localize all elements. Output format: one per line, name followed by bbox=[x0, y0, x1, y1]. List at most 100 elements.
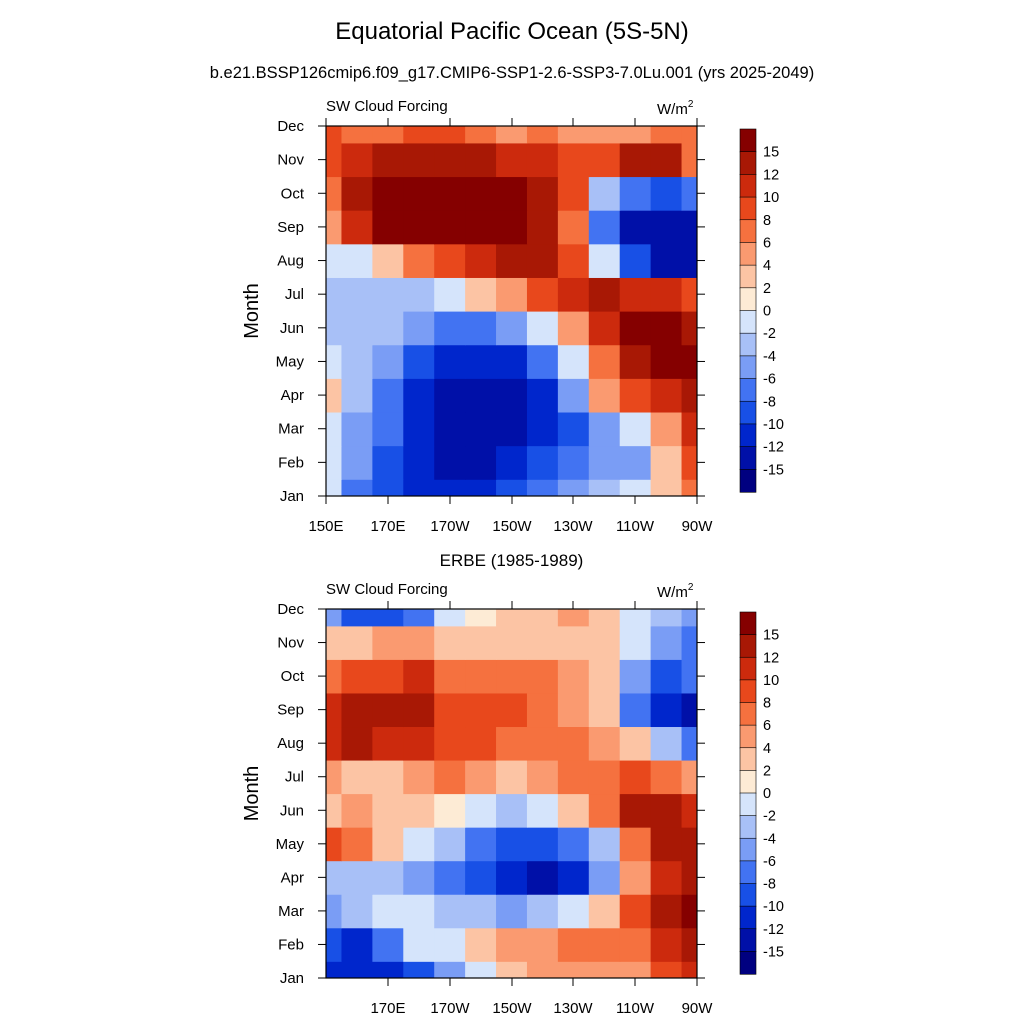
heatmap-cell bbox=[557, 378, 590, 413]
heatmap-cell bbox=[650, 961, 683, 978]
heatmap-cell bbox=[588, 860, 621, 895]
colorbar-label: -10 bbox=[763, 417, 784, 433]
heatmap-cell bbox=[650, 659, 683, 694]
heatmap-cell bbox=[526, 609, 559, 627]
heatmap-cell bbox=[434, 692, 466, 728]
heatmap-cell bbox=[619, 827, 652, 862]
panel-units-label: W/m2 bbox=[657, 99, 694, 118]
heatmap-cell bbox=[341, 625, 373, 660]
colorbar-swatch bbox=[739, 951, 757, 975]
heatmap-cell bbox=[526, 827, 559, 862]
heatmap-cell bbox=[588, 609, 621, 627]
heatmap-cell bbox=[681, 625, 697, 660]
panel-left-label: SW Cloud Forcing bbox=[326, 581, 448, 598]
colorbar-label: -10 bbox=[763, 899, 784, 915]
heatmap-cell bbox=[588, 277, 621, 312]
heatmap-cell bbox=[372, 344, 404, 379]
heatmap-cell bbox=[434, 142, 466, 178]
colorbar-label: 8 bbox=[763, 696, 771, 712]
heatmap-cell bbox=[403, 126, 435, 144]
heatmap-cell bbox=[557, 445, 590, 480]
colorbar: 15 12 10 8 6 4 2 0 -2 -4 -6 -8 -10 -12 -15 bbox=[739, 611, 784, 975]
heatmap-cell bbox=[341, 126, 373, 144]
colorbar-swatch bbox=[739, 446, 757, 470]
y-axis-label: Month bbox=[241, 766, 263, 822]
chart-subtitle: b.e21.BSSP126cmip6.f09_g17.CMIP6-SSP1-2.… bbox=[209, 64, 815, 82]
y-tick-label: Jan bbox=[280, 488, 304, 505]
heatmap-cell bbox=[372, 479, 404, 496]
heatmap-cell bbox=[650, 277, 683, 312]
heatmap-cell bbox=[681, 726, 697, 761]
y-tick-label: Nov bbox=[277, 152, 304, 169]
heatmap-cell bbox=[557, 726, 590, 761]
heatmap-cell bbox=[403, 479, 435, 496]
heatmap-cell bbox=[496, 176, 528, 211]
heatmap-cell bbox=[341, 726, 373, 761]
heatmap-cell bbox=[619, 894, 652, 929]
heatmap-cell bbox=[434, 411, 466, 447]
heatmap-cell bbox=[403, 344, 435, 379]
heatmap-cell bbox=[681, 311, 697, 346]
y-tick-label: Feb bbox=[278, 454, 304, 471]
heatmap-cell bbox=[681, 860, 697, 895]
x-tick-label: 150W bbox=[492, 1000, 532, 1017]
heatmap-cell bbox=[434, 927, 466, 962]
heatmap-cell bbox=[619, 210, 652, 245]
heatmap-cell bbox=[372, 692, 404, 728]
x-tick-label: 150E bbox=[308, 518, 343, 535]
heatmap-cell bbox=[557, 479, 590, 496]
colorbar-label: 12 bbox=[763, 650, 779, 666]
heatmap-cell bbox=[372, 759, 404, 795]
colorbar-label: -4 bbox=[763, 349, 776, 365]
heatmap-cell bbox=[403, 759, 435, 795]
heatmap-cell bbox=[619, 609, 652, 627]
heatmap-cell bbox=[681, 126, 697, 144]
heatmap-cell bbox=[496, 827, 528, 862]
heatmap-cell bbox=[681, 378, 697, 413]
heatmap-cell bbox=[526, 142, 559, 178]
heatmap-cell bbox=[372, 176, 404, 211]
heatmap-cell bbox=[326, 894, 343, 929]
panel-left-label: SW Cloud Forcing bbox=[326, 98, 448, 115]
heatmap-cell bbox=[341, 860, 373, 895]
heatmap-cell bbox=[465, 126, 497, 144]
heatmap-cell bbox=[681, 827, 697, 862]
heatmap-cell bbox=[496, 659, 528, 694]
colorbar-label: 15 bbox=[763, 145, 779, 161]
heatmap-cell bbox=[434, 126, 466, 144]
heatmap-cell bbox=[372, 411, 404, 447]
heatmap-cell bbox=[681, 659, 697, 694]
heatmap-cell bbox=[372, 625, 404, 660]
colorbar-label: 6 bbox=[763, 718, 771, 734]
heatmap-cell bbox=[681, 445, 697, 480]
heatmap-cell bbox=[526, 927, 559, 962]
heatmap-cell bbox=[588, 759, 621, 795]
colorbar-swatch bbox=[739, 355, 757, 380]
heatmap-cell bbox=[496, 277, 528, 312]
colorbar-swatch bbox=[739, 310, 757, 334]
heatmap-cell bbox=[465, 793, 497, 828]
heatmap-cell bbox=[434, 894, 466, 929]
heatmap-cell bbox=[496, 793, 528, 828]
heatmap-cell bbox=[326, 445, 343, 480]
heatmap-cell bbox=[326, 243, 343, 278]
colorbar-label: -8 bbox=[763, 877, 776, 893]
heatmap-cell bbox=[650, 894, 683, 929]
heatmap-cell bbox=[403, 793, 435, 828]
heatmap-cell bbox=[681, 243, 697, 278]
heatmap-cell bbox=[465, 176, 497, 211]
heatmap-cell bbox=[372, 961, 404, 978]
colorbar-swatch bbox=[739, 656, 757, 681]
heatmap-cell bbox=[326, 126, 343, 144]
heatmap-cell bbox=[650, 126, 683, 144]
heatmap-cell bbox=[557, 126, 590, 144]
heatmap-cell bbox=[465, 827, 497, 862]
heatmap-cell bbox=[526, 860, 559, 895]
heatmap-cell bbox=[496, 609, 528, 627]
heatmap-cell bbox=[619, 625, 652, 660]
colorbar-swatch bbox=[739, 469, 757, 493]
heatmap-cell bbox=[341, 692, 373, 728]
colorbar-label: 10 bbox=[763, 673, 779, 689]
heatmap-cell bbox=[341, 243, 373, 278]
heatmap-cell bbox=[619, 860, 652, 895]
